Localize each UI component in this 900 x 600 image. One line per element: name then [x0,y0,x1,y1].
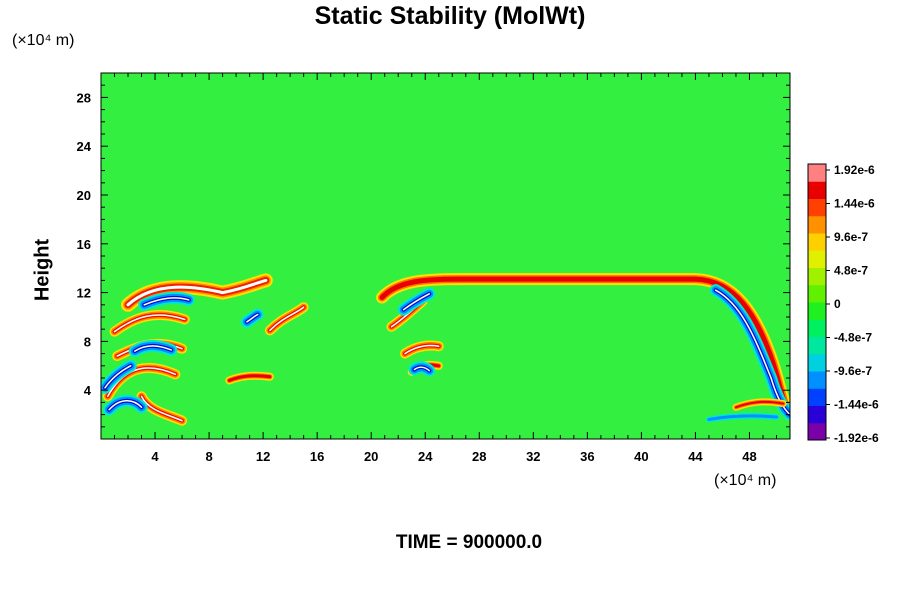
colorbar-label-6: -9.6e-7 [834,364,872,378]
left-neg-2-stroke-3 [134,345,173,352]
colorbar-segment-6 [808,319,826,337]
colorbar-segment-12 [808,215,826,234]
mid-wave-1-stroke-3 [269,306,305,332]
center-wave-2-stroke-3 [404,344,440,355]
left-wave-2 [109,310,190,337]
colorbar-segment-13 [808,198,826,217]
y-tick-label-4: 4 [84,383,92,398]
colorbar-segment-2 [808,388,826,406]
x-tick-label-20: 20 [364,449,378,464]
center-neg-2 [408,361,436,377]
left-wave-5-stroke-3 [140,395,183,422]
center-neg-1-stroke-3 [402,293,431,311]
colorbar-segment-9 [808,267,826,286]
left-neg-4-stroke-3 [108,399,143,411]
mid-neg-1-stroke-3 [246,313,259,323]
field-background [101,73,790,439]
mid-wave-2-stroke-2 [227,374,272,382]
colorbar-segment-7 [808,302,826,320]
right-low-2-stroke-1 [707,414,778,421]
colorbar-label-3: 4.8e-7 [834,264,868,278]
colorbar-segment-0 [808,422,826,441]
colorbar-label-8: -1.92e-6 [834,431,879,445]
time-label: TIME = 900000.0 [395,532,543,553]
x-tick-label-28: 28 [472,449,486,464]
left-neg-3-stroke-3 [104,365,132,389]
right-low-2 [705,412,780,423]
x-tick-label-40: 40 [634,449,648,464]
left-neg-3 [101,359,137,394]
right-low-1-stroke-2 [734,400,785,409]
colorbar-segment-15 [808,164,826,182]
heatmap-field [101,73,790,439]
x-tick-label-44: 44 [688,449,703,464]
y-tick-label-20: 20 [77,188,91,203]
y-tick-label-12: 12 [77,286,91,301]
colorbar: 1.92e-6 1.44e-6 9.6e-7 4.8e-7 0 -4.8e-7 -9.6e-… [807,163,879,445]
mid-wave-2 [225,371,274,385]
x-ticks: 4 8 12 16 20 24 28 32 36 40 44 48 [114,73,777,464]
x-tick-label-32: 32 [526,449,540,464]
colorbar-segment-3 [808,371,826,389]
x-tick-label-48: 48 [742,449,756,464]
x-unit-label: (×10⁴ m) [714,472,777,489]
left-wave-5 [136,391,188,426]
colorbar-label-2: 9.6e-7 [834,230,868,244]
colorbar-segment-10 [808,250,826,268]
colorbar-label-4: 0 [834,297,841,311]
y-tick-label-28: 28 [77,90,91,105]
colorbar-segment-1 [808,405,826,424]
left-neg-2 [128,339,178,358]
mid-neg-1 [240,308,264,328]
left-neg-4 [103,394,148,416]
center-neg-1 [397,287,436,316]
colorbar-segment-5 [808,336,826,355]
chart-title: Static Stability (MolWt) [314,2,586,30]
y-tick-label-16: 16 [77,237,91,252]
y-tick-label-8: 8 [84,334,91,349]
center-neg-2-stroke-3 [413,366,431,372]
x-tick-label-4: 4 [151,449,159,464]
colorbar-segment-8 [808,284,826,303]
x-tick-label-12: 12 [256,449,270,464]
colorbar-segment-4 [808,353,826,372]
colorbar-segment-14 [808,181,826,199]
left-wave-2-stroke-3 [113,314,186,333]
left-neg-1 [138,291,195,311]
colorbar-label-7: -1.44e-6 [834,398,879,412]
center-wave-2 [399,340,444,359]
y-unit-label: (×10⁴ m) [12,32,75,49]
left-wave-1 [121,273,273,312]
y-ticks: 4 8 12 16 20 24 28 [77,84,790,428]
colorbar-label-0: 1.92e-6 [834,163,875,177]
x-tick-label-36: 36 [580,449,594,464]
y-tick-label-24: 24 [77,139,92,154]
right-low-1 [732,398,787,411]
x-tick-label-8: 8 [205,449,212,464]
x-tick-label-24: 24 [418,449,433,464]
mid-wave-1 [264,302,309,336]
colorbar-label-1: 1.44e-6 [834,197,875,211]
colorbar-label-5: -4.8e-7 [834,331,872,345]
left-wave-1-stroke-3 [126,278,268,307]
colorbar-segment-11 [808,233,826,251]
left-neg-1-stroke-3 [143,297,190,306]
x-tick-label-16: 16 [310,449,324,464]
colorbar-frame [807,163,827,441]
